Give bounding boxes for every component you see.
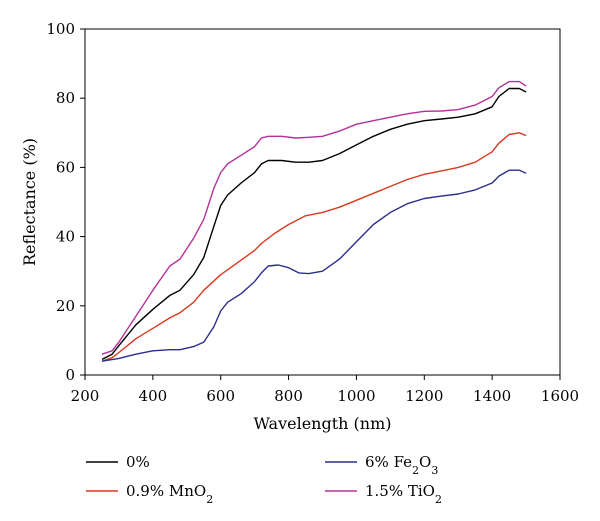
plot-frame <box>84 28 561 376</box>
legend-text-part: 0.9% MnO <box>126 482 206 500</box>
legend-text-part: 1.5% TiO <box>365 482 435 500</box>
legend-text-part: 0% <box>126 453 150 471</box>
legend-subscript: 2 <box>412 464 419 477</box>
x-tick-label: 1000 <box>337 387 375 405</box>
y-tick-label: 100 <box>46 20 75 38</box>
x-tick-label: 200 <box>71 387 100 405</box>
y-tick-label: 0 <box>65 366 75 384</box>
legend-label-2: 0.9% MnO2 <box>126 482 213 506</box>
x-tick-label: 800 <box>274 387 303 405</box>
legend-label-4: 1.5% TiO2 <box>365 482 442 506</box>
legend-subscript: 2 <box>206 493 213 506</box>
series-line-2 <box>101 132 527 362</box>
legend-subscript: 3 <box>431 464 438 477</box>
legend-text-part: 6% Fe <box>365 453 412 471</box>
legend-text-part: O <box>419 453 431 471</box>
legend-subscript: 2 <box>435 493 442 506</box>
x-tick-label: 600 <box>206 387 235 405</box>
series-line-3 <box>101 169 527 362</box>
x-tick-label: 400 <box>139 387 168 405</box>
y-tick-label: 20 <box>56 297 75 315</box>
y-axis-title: Reflectance (%) <box>20 138 39 266</box>
series-lines <box>101 80 527 362</box>
plot-border <box>84 28 561 376</box>
x-tick-label: 1200 <box>405 387 443 405</box>
series-line-1 <box>101 87 527 361</box>
x-tick-label: 1600 <box>541 387 579 405</box>
y-tick-label: 40 <box>56 228 75 246</box>
y-tick-label: 60 <box>56 158 75 176</box>
legend-label-3: 6% Fe2O3 <box>365 453 438 477</box>
series-line-4 <box>101 80 527 355</box>
x-axis-title: Wavelength (nm) <box>253 414 391 433</box>
legend-label-1: 0% <box>126 453 150 471</box>
axis-ticks: 200 400 600 800 1000 1200 1400 1600 0 20 40 60 80 100 <box>46 20 579 405</box>
x-tick-label: 1400 <box>473 387 511 405</box>
y-tick-label: 80 <box>56 89 75 107</box>
